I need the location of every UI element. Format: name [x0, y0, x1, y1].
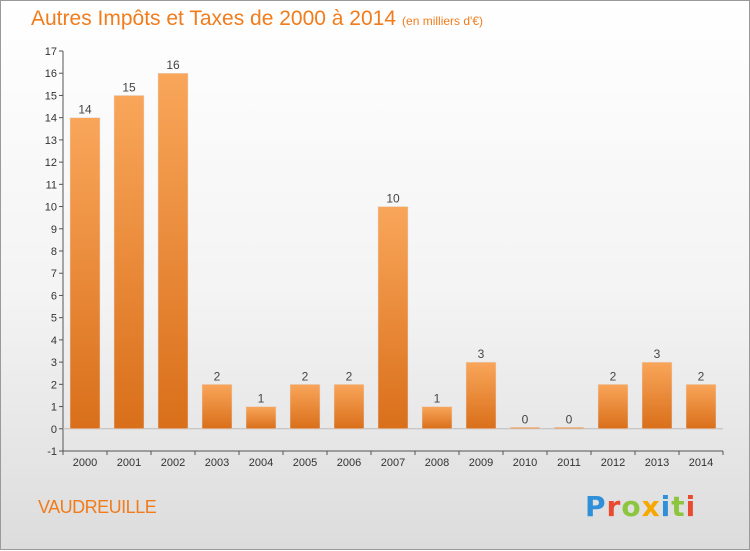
- x-tick-label-2013: 2013: [645, 457, 669, 469]
- data-label-2004: 1: [258, 392, 265, 406]
- y-tick-label: 6: [51, 290, 57, 302]
- y-tick-label: 16: [45, 68, 57, 80]
- x-tick-label-2001: 2001: [117, 457, 141, 469]
- bar-2000: [69, 117, 101, 430]
- logo-letter: r: [606, 490, 622, 523]
- y-tick-label: 9: [51, 224, 57, 236]
- data-label-2005: 2: [302, 369, 309, 383]
- x-tick-label-2004: 2004: [249, 457, 273, 469]
- y-tick-label: 14: [45, 113, 57, 125]
- bar-2005: [289, 384, 321, 430]
- x-tick-label-2009: 2009: [469, 457, 493, 469]
- y-tick-label: 11: [46, 179, 57, 191]
- logo-letter: o: [621, 490, 642, 523]
- proxiti-logo: Proxiti: [585, 490, 696, 523]
- bar-2002: [157, 72, 189, 430]
- y-tick-label: 10: [45, 202, 57, 214]
- bar-2001: [113, 95, 145, 430]
- logo-letter: x: [641, 490, 661, 523]
- bar-2003: [201, 384, 233, 430]
- bar-2006: [333, 384, 365, 430]
- x-tick-label-2012: 2012: [601, 457, 625, 469]
- x-tick-label-2010: 2010: [513, 457, 537, 469]
- bar-2010: [509, 427, 541, 430]
- x-tick-label-2014: 2014: [689, 457, 713, 469]
- bar-2014: [685, 384, 717, 430]
- y-tick-label: 3: [51, 357, 57, 369]
- y-tick-label: 0: [51, 424, 57, 436]
- y-tick-label: 7: [51, 268, 57, 280]
- logo-letter: i: [685, 490, 697, 523]
- data-label-2010: 0: [522, 412, 529, 426]
- y-tick-label: -1: [47, 446, 57, 458]
- data-label-2009: 3: [478, 347, 485, 361]
- x-tick-label-2011: 2011: [557, 457, 581, 469]
- data-label-2011: 0: [566, 412, 573, 426]
- y-tick-label: 2: [51, 379, 57, 391]
- data-label-2014: 2: [698, 369, 705, 383]
- bar-2012: [597, 384, 629, 430]
- y-tick-label: 5: [51, 313, 57, 325]
- data-label-2002: 16: [166, 58, 180, 72]
- y-tick-label: 15: [45, 90, 57, 102]
- chart-subtitle: (en milliers d'€): [402, 14, 484, 28]
- y-tick-label: 12: [45, 157, 57, 169]
- commune-name: VAUDREUILLE: [38, 497, 157, 517]
- logo-letter: P: [585, 490, 607, 523]
- x-tick-label-2008: 2008: [425, 457, 449, 469]
- bar-2008: [421, 406, 453, 430]
- y-tick-label: 17: [45, 46, 57, 58]
- x-tick-label-2006: 2006: [337, 457, 361, 469]
- data-label-2003: 2: [214, 369, 221, 383]
- bar-2004: [245, 406, 277, 430]
- logo-letter: i: [660, 490, 672, 523]
- bar-2013: [641, 361, 673, 430]
- bar-2011: [553, 427, 585, 430]
- data-label-2008: 1: [434, 392, 441, 406]
- chart-title-text: Autres Impôts et Taxes de 2000 à 2014: [31, 7, 397, 30]
- logo-letter: t: [671, 490, 686, 523]
- x-tick-label-2002: 2002: [161, 457, 185, 469]
- data-label-2006: 2: [346, 369, 353, 383]
- data-label-2007: 10: [386, 192, 400, 206]
- y-tick-label: 1: [51, 402, 57, 414]
- y-tick-label: 13: [45, 135, 57, 147]
- data-label-2013: 3: [654, 347, 661, 361]
- data-label-2000: 14: [78, 103, 92, 117]
- y-tick-label: 8: [51, 246, 57, 258]
- bar-2009: [465, 361, 497, 430]
- bar-2007: [377, 206, 409, 430]
- x-tick-label-2005: 2005: [293, 457, 317, 469]
- x-tick-label-2007: 2007: [381, 457, 405, 469]
- x-tick-label-2003: 2003: [205, 457, 229, 469]
- y-tick-label: 4: [51, 335, 57, 347]
- data-label-2012: 2: [610, 369, 617, 383]
- data-label-2001: 15: [122, 80, 136, 94]
- x-tick-label-2000: 2000: [73, 457, 97, 469]
- chart-title: Autres Impôts et Taxes de 2000 à 2014 (en…: [31, 7, 483, 31]
